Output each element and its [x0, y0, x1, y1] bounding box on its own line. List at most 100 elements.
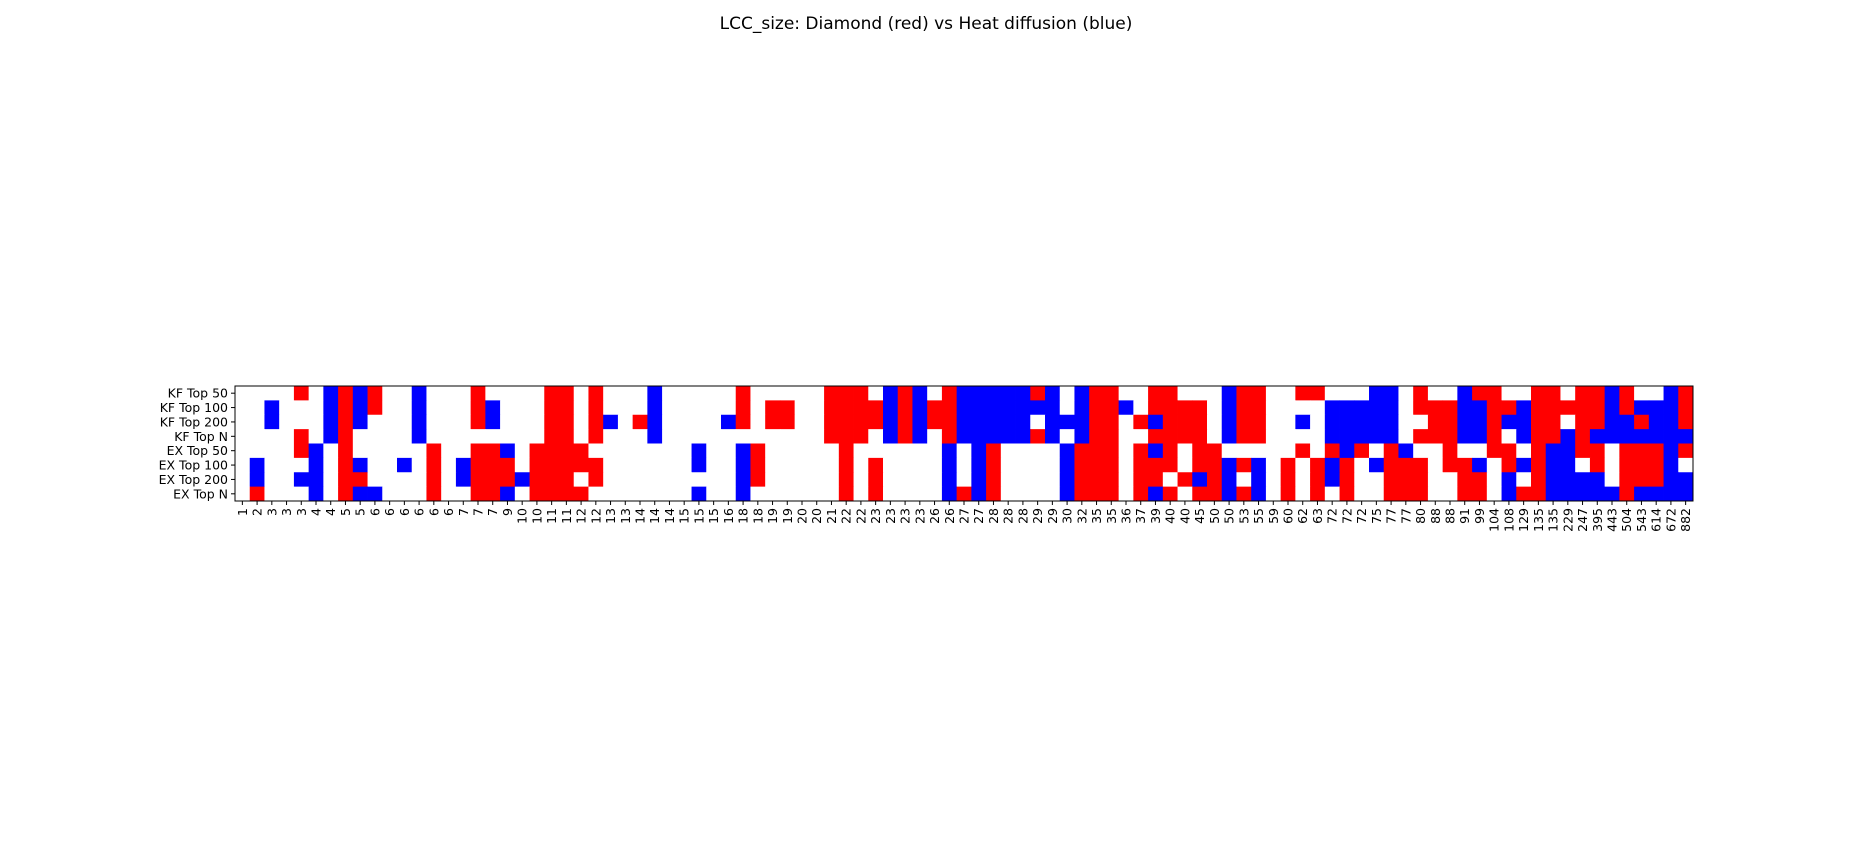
heatmap-cell — [1000, 457, 1016, 473]
heatmap-cell — [691, 414, 707, 430]
heatmap-cell — [765, 457, 781, 473]
heatmap-cell — [235, 429, 251, 444]
heatmap-cell — [323, 414, 339, 430]
heatmap-cell — [750, 400, 766, 416]
heatmap-cell — [853, 400, 869, 416]
heatmap-cell — [956, 414, 972, 430]
heatmap-cell — [706, 472, 722, 488]
heatmap-cell — [971, 414, 987, 430]
y-tick-label: KF Top N — [174, 429, 228, 444]
heatmap-cell — [514, 414, 530, 430]
heatmap-cell — [941, 443, 958, 459]
heatmap-cell — [1118, 400, 1134, 416]
heatmap-cell — [1619, 472, 1635, 488]
heatmap-cell — [588, 429, 604, 444]
heatmap-cell — [1236, 457, 1252, 473]
heatmap-cell — [441, 400, 457, 416]
heatmap-cell — [1560, 457, 1576, 473]
x-tick-label: 10 — [515, 508, 530, 524]
heatmap-cell — [883, 386, 899, 401]
x-tick-label: 5 — [338, 508, 353, 516]
heatmap-cell — [1501, 429, 1517, 444]
heatmap-cell — [1103, 414, 1120, 430]
x-tick-label: 2 — [250, 508, 265, 516]
heatmap-cell — [1663, 472, 1679, 488]
heatmap-cell — [1089, 429, 1105, 444]
heatmap-cell — [1265, 386, 1282, 401]
heatmap-cell — [1030, 400, 1046, 416]
heatmap-cell — [883, 429, 899, 444]
heatmap-cell — [927, 400, 943, 416]
x-tick-label: 10 — [529, 508, 544, 524]
x-tick-label: 60 — [1281, 508, 1296, 524]
heatmap-cell — [293, 472, 310, 488]
heatmap-cell — [750, 486, 766, 502]
heatmap-cell — [1324, 414, 1340, 430]
heatmap-cell — [794, 429, 810, 444]
heatmap-cell — [1369, 457, 1385, 473]
heatmap-cell — [1089, 457, 1105, 473]
heatmap-cell — [824, 386, 840, 401]
heatmap-cell — [1045, 472, 1061, 488]
x-tick-label: 27 — [957, 508, 972, 524]
heatmap-cell — [1604, 429, 1620, 444]
heatmap-cell — [1089, 386, 1105, 401]
heatmap-cell — [1472, 429, 1488, 444]
heatmap-cell — [455, 472, 472, 488]
heatmap-cell — [279, 472, 295, 488]
heatmap-cell — [1133, 486, 1149, 502]
x-tick-label: 30 — [1060, 508, 1075, 524]
heatmap-cell — [617, 457, 634, 473]
heatmap-cell — [1427, 400, 1444, 416]
heatmap-cell — [706, 457, 722, 473]
heatmap-cell — [912, 429, 928, 444]
heatmap-cell — [588, 400, 604, 416]
heatmap-cell — [1398, 443, 1414, 459]
heatmap-cell — [1457, 472, 1473, 488]
heatmap-cell — [691, 443, 707, 459]
heatmap-cell — [1251, 386, 1267, 401]
heatmap-cell — [441, 486, 457, 502]
heatmap-cell — [1265, 486, 1282, 502]
heatmap-cell — [1442, 472, 1458, 488]
heatmap-cell — [397, 400, 413, 416]
heatmap-cell — [735, 429, 751, 444]
heatmap-cell — [1162, 443, 1178, 459]
heatmap-cell — [455, 443, 472, 459]
heatmap-cell — [1589, 443, 1606, 459]
heatmap-cell — [1045, 457, 1061, 473]
heatmap-cell — [514, 457, 530, 473]
heatmap-cell — [1354, 429, 1370, 444]
heatmap-cell — [382, 472, 398, 488]
heatmap-cell — [809, 386, 825, 401]
heatmap-cell — [1339, 400, 1355, 416]
x-tick-label: 11 — [559, 508, 574, 524]
heatmap-cell — [559, 414, 575, 430]
heatmap-cell — [1133, 472, 1149, 488]
heatmap-cell — [1472, 486, 1488, 502]
heatmap-cell — [397, 486, 413, 502]
heatmap-cell — [455, 386, 472, 401]
heatmap-cell — [691, 429, 707, 444]
heatmap-cell — [1251, 457, 1267, 473]
heatmap-cell — [1251, 443, 1267, 459]
heatmap-cell — [883, 443, 899, 459]
x-tick-label: 45 — [1192, 508, 1207, 524]
heatmap-cell — [897, 472, 913, 488]
heatmap-cell — [1383, 429, 1399, 444]
heatmap-cell — [647, 457, 663, 473]
heatmap-cell — [1265, 457, 1282, 473]
heatmap-cell — [1442, 443, 1458, 459]
heatmap-cell — [382, 400, 398, 416]
heatmap-cell — [603, 443, 619, 459]
heatmap-cell — [735, 414, 751, 430]
heatmap-cell — [1030, 486, 1046, 502]
heatmap-cell — [824, 400, 840, 416]
heatmap-cell — [544, 457, 560, 473]
heatmap-cell — [500, 414, 516, 430]
heatmap-cell — [1310, 472, 1326, 488]
heatmap-cell — [1442, 414, 1458, 430]
heatmap-cell — [441, 386, 457, 401]
heatmap-cell — [912, 386, 928, 401]
